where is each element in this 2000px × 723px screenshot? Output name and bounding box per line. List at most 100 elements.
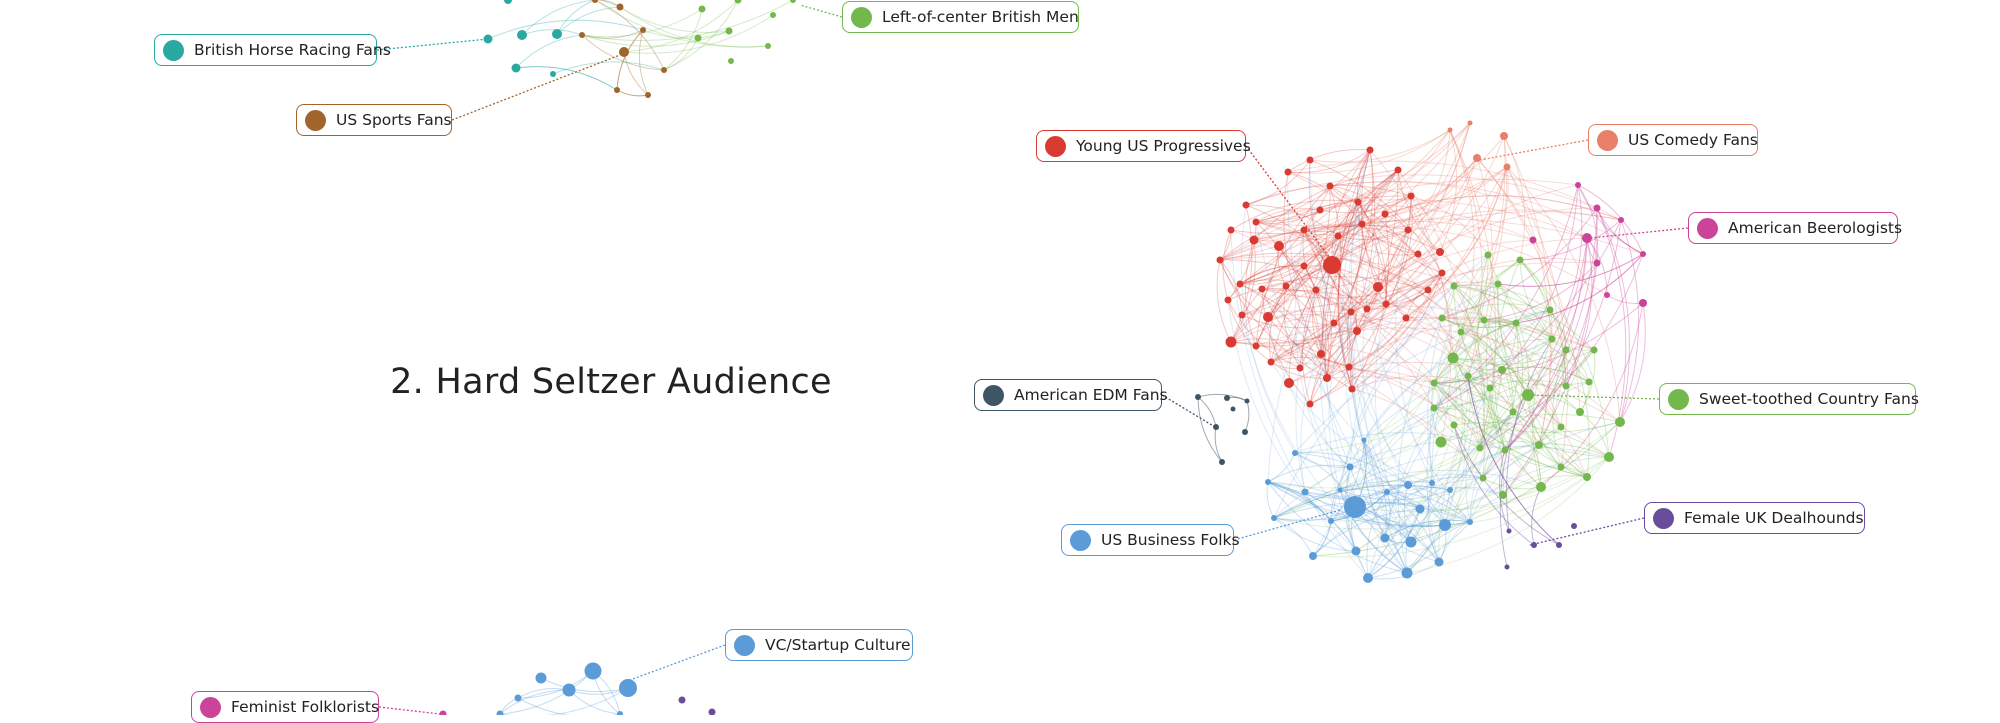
network-edge	[1214, 426, 1223, 463]
node-us-sports-fans	[614, 87, 620, 93]
node-young-us-progressives	[1306, 400, 1314, 408]
cluster-label-young-us-progressives[interactable]: Young US Progressives	[1036, 130, 1251, 162]
network-edge	[1302, 289, 1317, 405]
network-edge	[1452, 349, 1567, 366]
network-edge	[1440, 413, 1621, 443]
network-edge	[1330, 439, 1365, 522]
network-edge	[1596, 207, 1630, 423]
network-edge	[1348, 317, 1407, 368]
node-us-business-folks	[1309, 552, 1317, 560]
network-edge	[1619, 302, 1646, 423]
network-edge	[1501, 366, 1590, 383]
network-edge	[1427, 257, 1598, 291]
cluster-label-female-uk-dealhounds[interactable]: Female UK Dealhounds	[1644, 502, 1865, 534]
cluster-label-us-sports-fans[interactable]: US Sports Fans	[296, 104, 452, 136]
network-edge	[1241, 310, 1503, 371]
node-sweet-toothed-country-fans	[1576, 408, 1584, 416]
node-us-business-folks	[1404, 481, 1412, 489]
network-edge	[1255, 209, 1321, 224]
network-edge	[1270, 169, 1399, 363]
network-edge	[1384, 426, 1562, 539]
network-edge	[1357, 201, 1380, 288]
network-edge	[1452, 357, 1590, 386]
network-node	[439, 710, 447, 715]
node-left-of-center-british-men	[725, 27, 733, 35]
network-edge	[1312, 476, 1588, 558]
network-edge	[1320, 157, 1478, 355]
network-edge	[1303, 265, 1324, 355]
cluster-label-american-beerologists[interactable]: American Beerologists	[1688, 212, 1902, 244]
cluster-label-left-of-center-british-men[interactable]: Left-of-center British Men	[842, 1, 1079, 33]
node-young-us-progressives	[1216, 256, 1224, 264]
network-edge	[1361, 223, 1481, 449]
cluster-color-dot	[1653, 507, 1674, 529]
node-young-us-progressives	[1263, 312, 1273, 322]
label-leader-lines	[376, 4, 1689, 715]
node-us-sports-fans	[592, 0, 598, 3]
node-female-uk-dealhounds	[1531, 542, 1537, 548]
cluster-color-dot	[734, 634, 755, 656]
network-edge	[1453, 424, 1535, 546]
node-sweet-toothed-country-fans	[1512, 319, 1520, 327]
network-edge	[1551, 184, 1583, 340]
cluster-label-us-business-folks[interactable]: US Business Folks	[1061, 524, 1240, 556]
network-edge	[1467, 375, 1562, 428]
network-edge	[1255, 342, 1435, 384]
cluster-label-text: Female UK Dealhounds	[1684, 509, 1864, 527]
network-edge	[1239, 283, 1328, 379]
network-edge	[1363, 439, 1421, 510]
network-edge	[1444, 456, 1610, 526]
cluster-label-us-comedy-fans[interactable]: US Comedy Fans	[1588, 124, 1758, 156]
node-young-us-progressives	[1381, 210, 1389, 218]
node-sweet-toothed-country-fans	[1476, 444, 1484, 452]
network-edge	[1255, 199, 1588, 239]
network-edge	[1255, 221, 1322, 355]
network-edge	[1453, 285, 1595, 351]
network-edge	[1438, 357, 1466, 563]
network-edge	[1270, 185, 1331, 363]
network-edge	[1266, 481, 1275, 519]
network-edge	[1267, 481, 1357, 552]
network-edge	[1502, 207, 1598, 496]
network-edge	[1504, 219, 1622, 451]
network-edge	[1453, 285, 1553, 340]
network-edge	[1449, 331, 1471, 491]
network-edge	[1452, 259, 1521, 359]
network-edge	[1294, 432, 1506, 454]
network-edge	[1476, 157, 1581, 413]
cluster-label-text: American EDM Fans	[1014, 386, 1168, 404]
cluster-label-american-edm-fans[interactable]: American EDM Fans	[974, 379, 1168, 411]
network-edge	[1351, 388, 1440, 563]
network-edge	[1309, 403, 1351, 468]
network-edge	[1497, 253, 1644, 287]
network-edge	[1330, 421, 1621, 522]
network-edge	[1324, 322, 1335, 379]
node-young-us-progressives	[1402, 314, 1410, 322]
cluster-label-vc-startup-culture[interactable]: VC/Startup Culture	[725, 629, 913, 661]
network-edge	[1346, 213, 1386, 368]
network-edge	[1299, 122, 1471, 369]
cluster-label-text: US Comedy Fans	[1628, 131, 1758, 149]
node-american-beerologists	[1529, 236, 1537, 244]
network-edge	[1329, 181, 1644, 255]
network-edge	[1255, 221, 1409, 486]
network-edge	[1433, 219, 1622, 409]
network-edge	[1438, 369, 1503, 563]
cluster-label-british-horse-racing-fans[interactable]: British Horse Racing Fans	[154, 34, 391, 66]
network-edge	[1386, 491, 1440, 563]
network-edge	[1331, 149, 1371, 266]
node-young-us-progressives	[1258, 285, 1266, 293]
network-edge	[1230, 341, 1542, 488]
network-edge	[1453, 424, 1560, 546]
network-edge	[1502, 349, 1567, 496]
node-sweet-toothed-country-fans	[1479, 474, 1487, 482]
network-edge	[1303, 229, 1387, 305]
network-edge	[1397, 317, 1443, 574]
network-edge	[1386, 491, 1446, 526]
network-edge	[1361, 169, 1399, 225]
node-us-sports-fans	[616, 3, 624, 11]
node-us-business-folks	[1351, 546, 1361, 556]
cluster-label-sweet-toothed-country-fans[interactable]: Sweet-toothed Country Fans	[1659, 383, 1919, 415]
cluster-label-feminist-folklorists[interactable]: Feminist Folklorists	[191, 691, 379, 723]
network-edge	[1283, 171, 1322, 355]
